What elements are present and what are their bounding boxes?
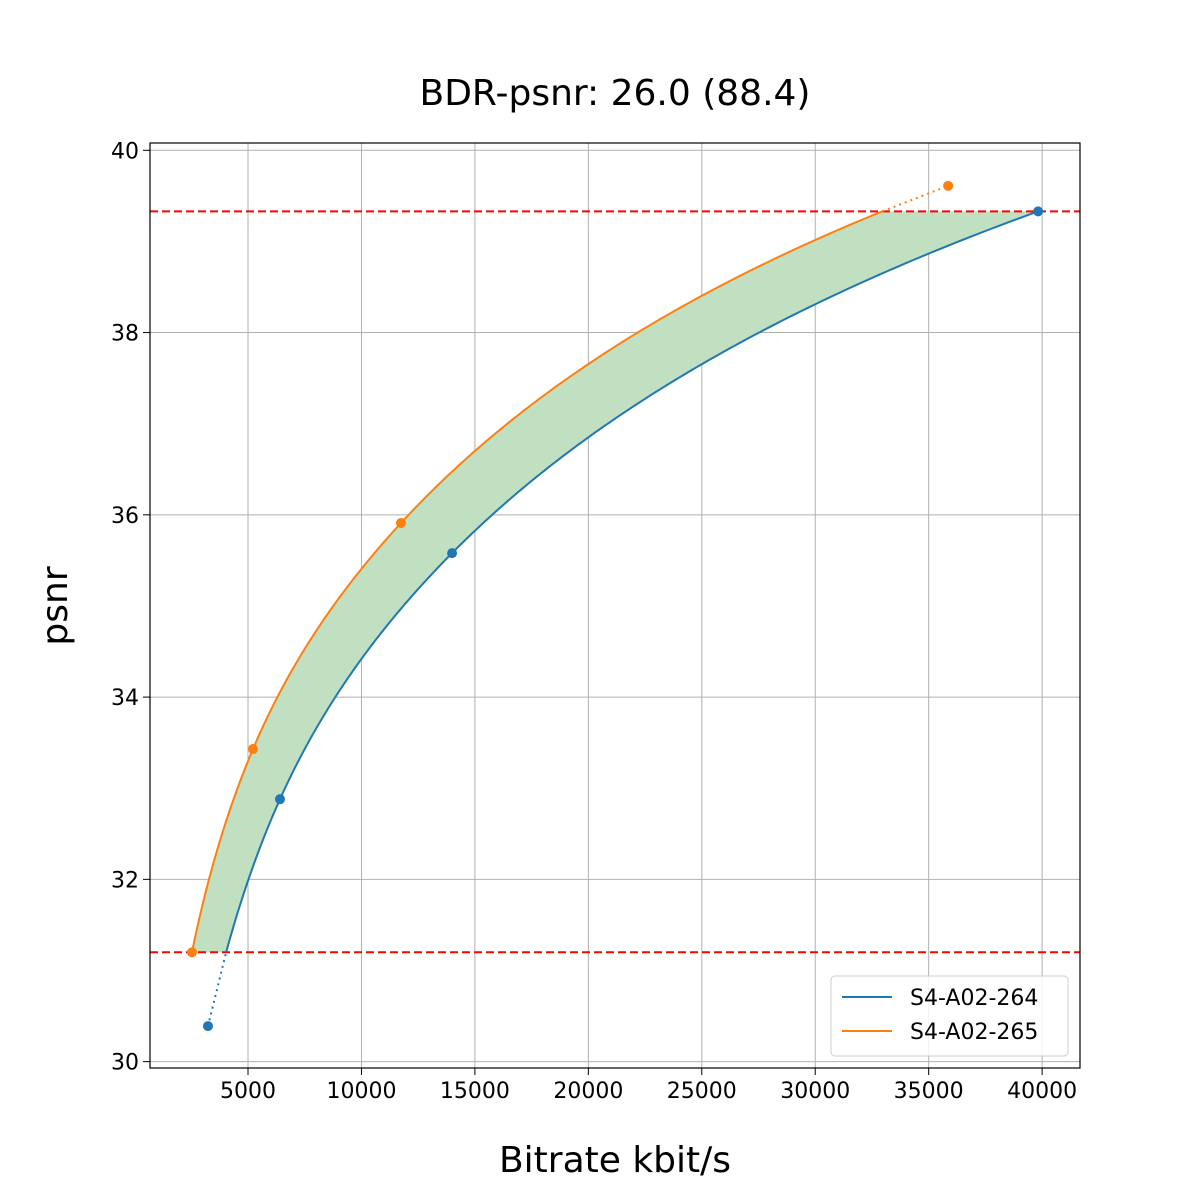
x-tick-label: 40000 — [1007, 1079, 1077, 1104]
y-tick-label: 38 — [111, 322, 139, 347]
x-tick-label: 5000 — [220, 1079, 276, 1104]
threshold-lines — [150, 210, 1080, 954]
overlap-fill — [191, 211, 1039, 953]
series-lines — [190, 184, 1039, 1027]
series-s4-a02-264-point — [275, 794, 286, 805]
x-tick-label: 10000 — [326, 1079, 396, 1104]
legend-label-s4-a02-264: S4-A02-264 — [910, 986, 1038, 1011]
x-axis-label: Bitrate kbit/s — [499, 1140, 731, 1181]
y-tick-label: 40 — [111, 139, 139, 164]
series-s4-a02-265-extrapolation — [882, 184, 949, 213]
x-tick-label: 20000 — [553, 1079, 623, 1104]
legend-label-s4-a02-265: S4-A02-265 — [910, 1020, 1038, 1045]
y-tick-label: 32 — [111, 868, 139, 893]
series-s4-a02-264-point — [447, 548, 458, 559]
axis-ticks: 5000 10000 15000 20000 25000 30000 35000 40000 3… — [111, 139, 1077, 1104]
plot-frame — [149, 142, 1081, 1069]
series-s4-a02-264-point — [1033, 206, 1044, 217]
legend: S4-A02-264 S4-A02-265 — [830, 975, 1069, 1057]
series-s4-a02-264-point — [202, 1021, 213, 1032]
x-tick-label: 15000 — [440, 1079, 510, 1104]
x-tick-label: 25000 — [667, 1079, 737, 1104]
series-s4-a02-265-point — [248, 744, 259, 755]
y-tick-label: 34 — [111, 686, 139, 711]
overlap-area — [191, 211, 1039, 953]
y-tick-label: 36 — [111, 504, 139, 529]
series-s4-a02-265-point — [186, 947, 197, 958]
series-s4-a02-265-point — [395, 518, 406, 529]
series-s4-a02-264-line — [225, 210, 1039, 953]
x-tick-label: 35000 — [894, 1079, 964, 1104]
data-points — [186, 180, 1044, 1032]
series-s4-a02-265-line — [190, 210, 883, 953]
chart-title: BDR-psnr: 26.0 (88.4) — [420, 73, 811, 114]
y-tick-label: 30 — [111, 1051, 139, 1076]
x-tick-label: 30000 — [780, 1079, 850, 1104]
series-s4-a02-265-point — [943, 180, 954, 191]
grid — [150, 143, 1080, 1068]
series-s4-a02-264-extrapolation — [206, 952, 228, 1027]
y-axis-label: psnr — [35, 566, 76, 645]
